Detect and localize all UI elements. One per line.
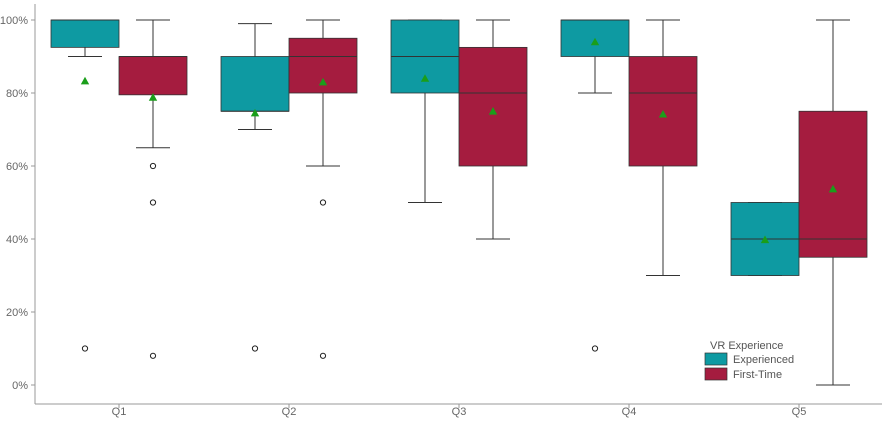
box-first-time-q1 bbox=[118, 19, 188, 359]
legend-label-first-time: First-Time bbox=[733, 369, 782, 381]
y-tick-label: 40% bbox=[6, 234, 28, 246]
mean-marker bbox=[148, 93, 158, 101]
box-experienced-q5 bbox=[730, 202, 800, 276]
mean-marker bbox=[760, 235, 770, 244]
box-experienced-q2 bbox=[220, 23, 290, 352]
mean-marker bbox=[828, 184, 838, 193]
legend: VR Experience Experienced First-Time bbox=[704, 340, 794, 381]
box-body bbox=[118, 56, 188, 96]
mean-marker bbox=[250, 108, 260, 117]
box-first-time-q2 bbox=[288, 19, 358, 359]
mean-marker bbox=[658, 109, 668, 118]
y-tick-label: 60% bbox=[6, 161, 28, 173]
x-tick-label: Q5 bbox=[792, 406, 807, 418]
box-experienced-q4 bbox=[560, 19, 630, 352]
x-tick-label: Q2 bbox=[282, 406, 297, 418]
y-tick-label: 80% bbox=[6, 88, 28, 100]
legend-swatch-first-time bbox=[704, 367, 728, 381]
outlier-point bbox=[149, 199, 157, 206]
outlier-point bbox=[251, 345, 259, 352]
mean-marker bbox=[318, 77, 328, 86]
y-tick-label: 20% bbox=[6, 307, 28, 319]
x-tick-label: Q3 bbox=[452, 406, 467, 418]
outlier-point bbox=[149, 352, 157, 359]
mean-marker bbox=[488, 107, 498, 115]
mean-marker bbox=[420, 74, 430, 82]
mean-marker bbox=[590, 37, 600, 46]
box-first-time-q5 bbox=[798, 19, 868, 386]
y-tick-label: 100% bbox=[0, 15, 28, 27]
outlier-point bbox=[319, 199, 327, 206]
box-body bbox=[458, 46, 528, 167]
legend-swatch-experienced bbox=[704, 352, 728, 366]
outlier-point bbox=[81, 345, 89, 352]
box-first-time-q4 bbox=[628, 19, 698, 276]
box-body bbox=[50, 19, 120, 48]
box-body bbox=[798, 110, 868, 258]
y-tick-label: 0% bbox=[12, 380, 28, 392]
box-experienced-q3 bbox=[390, 19, 460, 203]
box-groups bbox=[50, 19, 868, 386]
outlier-point bbox=[149, 162, 157, 170]
legend-title: VR Experience bbox=[710, 340, 783, 352]
box-experienced-q1 bbox=[50, 19, 120, 352]
y-axis: 0% 20% 40% 60% 80% 100% bbox=[0, 4, 36, 404]
legend-label-experienced: Experienced bbox=[733, 354, 794, 366]
outlier-point bbox=[319, 352, 327, 359]
x-tick-label: Q4 bbox=[622, 406, 637, 418]
x-tick-label: Q1 bbox=[112, 406, 127, 418]
box-body bbox=[220, 56, 290, 112]
outlier-point bbox=[591, 345, 599, 352]
x-axis: Q1 Q2 Q3 Q4 Q5 bbox=[35, 403, 882, 418]
box-first-time-q3 bbox=[458, 19, 528, 240]
mean-marker bbox=[80, 76, 90, 85]
